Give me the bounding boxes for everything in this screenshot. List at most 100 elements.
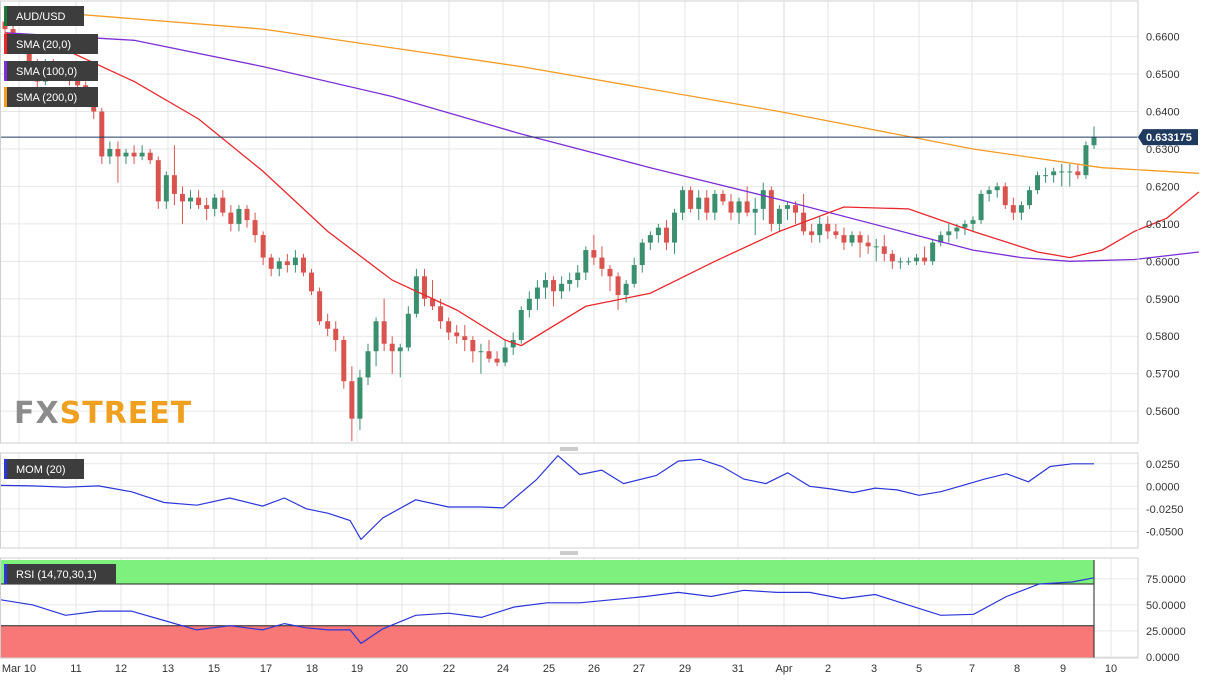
candle-body (292, 257, 298, 266)
candle-body (244, 208, 250, 221)
candle-body (397, 347, 403, 352)
sma20-line (4, 32, 1200, 347)
candle-body (954, 227, 960, 232)
candle-body (502, 347, 508, 363)
candles (2, 17, 1097, 442)
pane-splitter-2[interactable] (560, 551, 578, 555)
candle-body (881, 246, 887, 254)
x-tick-label: 27 (633, 663, 645, 675)
candle-body (478, 351, 484, 353)
price-y-tick-label: 0.6300 (1146, 144, 1180, 156)
candle-body (317, 291, 323, 322)
price-y-tick-label: 0.5700 (1146, 369, 1180, 381)
candle-body (720, 193, 726, 202)
candle-body (736, 201, 742, 213)
legend-sma20[interactable]: SMA (20,0) (4, 34, 98, 54)
candle-body (591, 250, 597, 258)
price-y-tick-label: 0.5900 (1146, 294, 1180, 306)
candle-body (873, 246, 879, 248)
candle-body (373, 321, 379, 352)
legend-sma20-label: SMA (20,0) (16, 39, 71, 51)
x-tick-label: 13 (162, 663, 174, 675)
candle-body (793, 205, 799, 213)
candle-body (639, 242, 645, 266)
candle-body (357, 377, 363, 419)
grid (0, 1, 1138, 658)
candle-body (825, 223, 831, 232)
candle-body (147, 152, 153, 161)
x-tick-label: 11 (70, 663, 81, 675)
legend-mom[interactable]: MOM (20) (4, 459, 84, 479)
candle-body (179, 193, 185, 202)
price-y-tick-label: 0.6100 (1146, 219, 1180, 231)
candle-body (1075, 171, 1081, 176)
candle-body (970, 220, 976, 224)
candle-body (583, 250, 589, 273)
candle-body (381, 321, 387, 344)
candle-body (930, 242, 936, 262)
x-tick-label: 3 (871, 663, 877, 675)
rsi-zones (0, 560, 1095, 658)
candle-body (430, 298, 436, 307)
candle-body (696, 197, 702, 209)
watermark: FXSTREET (14, 396, 193, 431)
price-y-tick-label: 0.6200 (1146, 181, 1180, 193)
candle-body (123, 152, 129, 157)
candle-body (905, 261, 911, 263)
legend-sma100[interactable]: SMA (100,0) (4, 61, 98, 81)
candle-body (809, 231, 815, 236)
watermark-street: STREET (60, 396, 193, 431)
pane-frame-price (0, 0, 1139, 444)
rsi-y-tick-label: 25.0000 (1146, 626, 1186, 638)
candle-body (228, 212, 234, 224)
candle-body (236, 208, 242, 224)
candle-body (922, 257, 928, 262)
legend-symbol[interactable]: AUD/USD (4, 6, 84, 26)
candle-body (212, 197, 218, 209)
x-tick-label: 22 (443, 663, 455, 675)
legend-mom-label: MOM (20) (16, 464, 66, 476)
candle-body (841, 235, 847, 243)
x-tick-label: 26 (588, 663, 600, 675)
legend-rsi[interactable]: RSI (14,70,30,1) (4, 564, 116, 584)
candle-body (978, 193, 984, 221)
candle-body (704, 197, 710, 213)
candle-body (510, 339, 516, 348)
candle-body (962, 223, 968, 228)
candle-body (220, 197, 226, 213)
candle-body (446, 321, 452, 333)
price-y-tick-label: 0.6600 (1146, 32, 1180, 44)
x-tick-label: 31 (732, 663, 744, 675)
candle-body (260, 235, 266, 258)
candle-body (1051, 171, 1057, 176)
candle-body (438, 306, 444, 322)
sma100-line (4, 32, 1199, 262)
candle-body (107, 148, 113, 157)
candle-body (623, 283, 629, 296)
current-price-tag: 0.633175 (1138, 129, 1198, 146)
pane-splitter-1[interactable] (560, 447, 578, 451)
candle-body (534, 287, 540, 299)
candle-body (599, 257, 605, 269)
indicator-lines (0, 7, 1200, 645)
rsi-overbought-zone (0, 560, 1094, 585)
candle-body (784, 205, 790, 209)
candle-body (1091, 136, 1097, 146)
mom-y-tick-label: -0.0500 (1146, 526, 1183, 538)
candle-body (728, 201, 734, 213)
candle-body (309, 272, 315, 292)
candle-body (276, 261, 282, 269)
candle-body (1059, 171, 1065, 173)
x-tick-label: 10 (1105, 663, 1117, 675)
candle-body (421, 276, 427, 299)
candle-body (1026, 190, 1032, 206)
rsi-oversold-zone (0, 625, 1094, 658)
candle-body (615, 276, 621, 296)
candle-body (817, 223, 823, 236)
candle-body (325, 321, 331, 329)
candle-body (575, 272, 581, 281)
candle-body (849, 235, 855, 243)
candle-body (196, 197, 202, 206)
legend-sma200[interactable]: SMA (200,0) (4, 87, 98, 107)
